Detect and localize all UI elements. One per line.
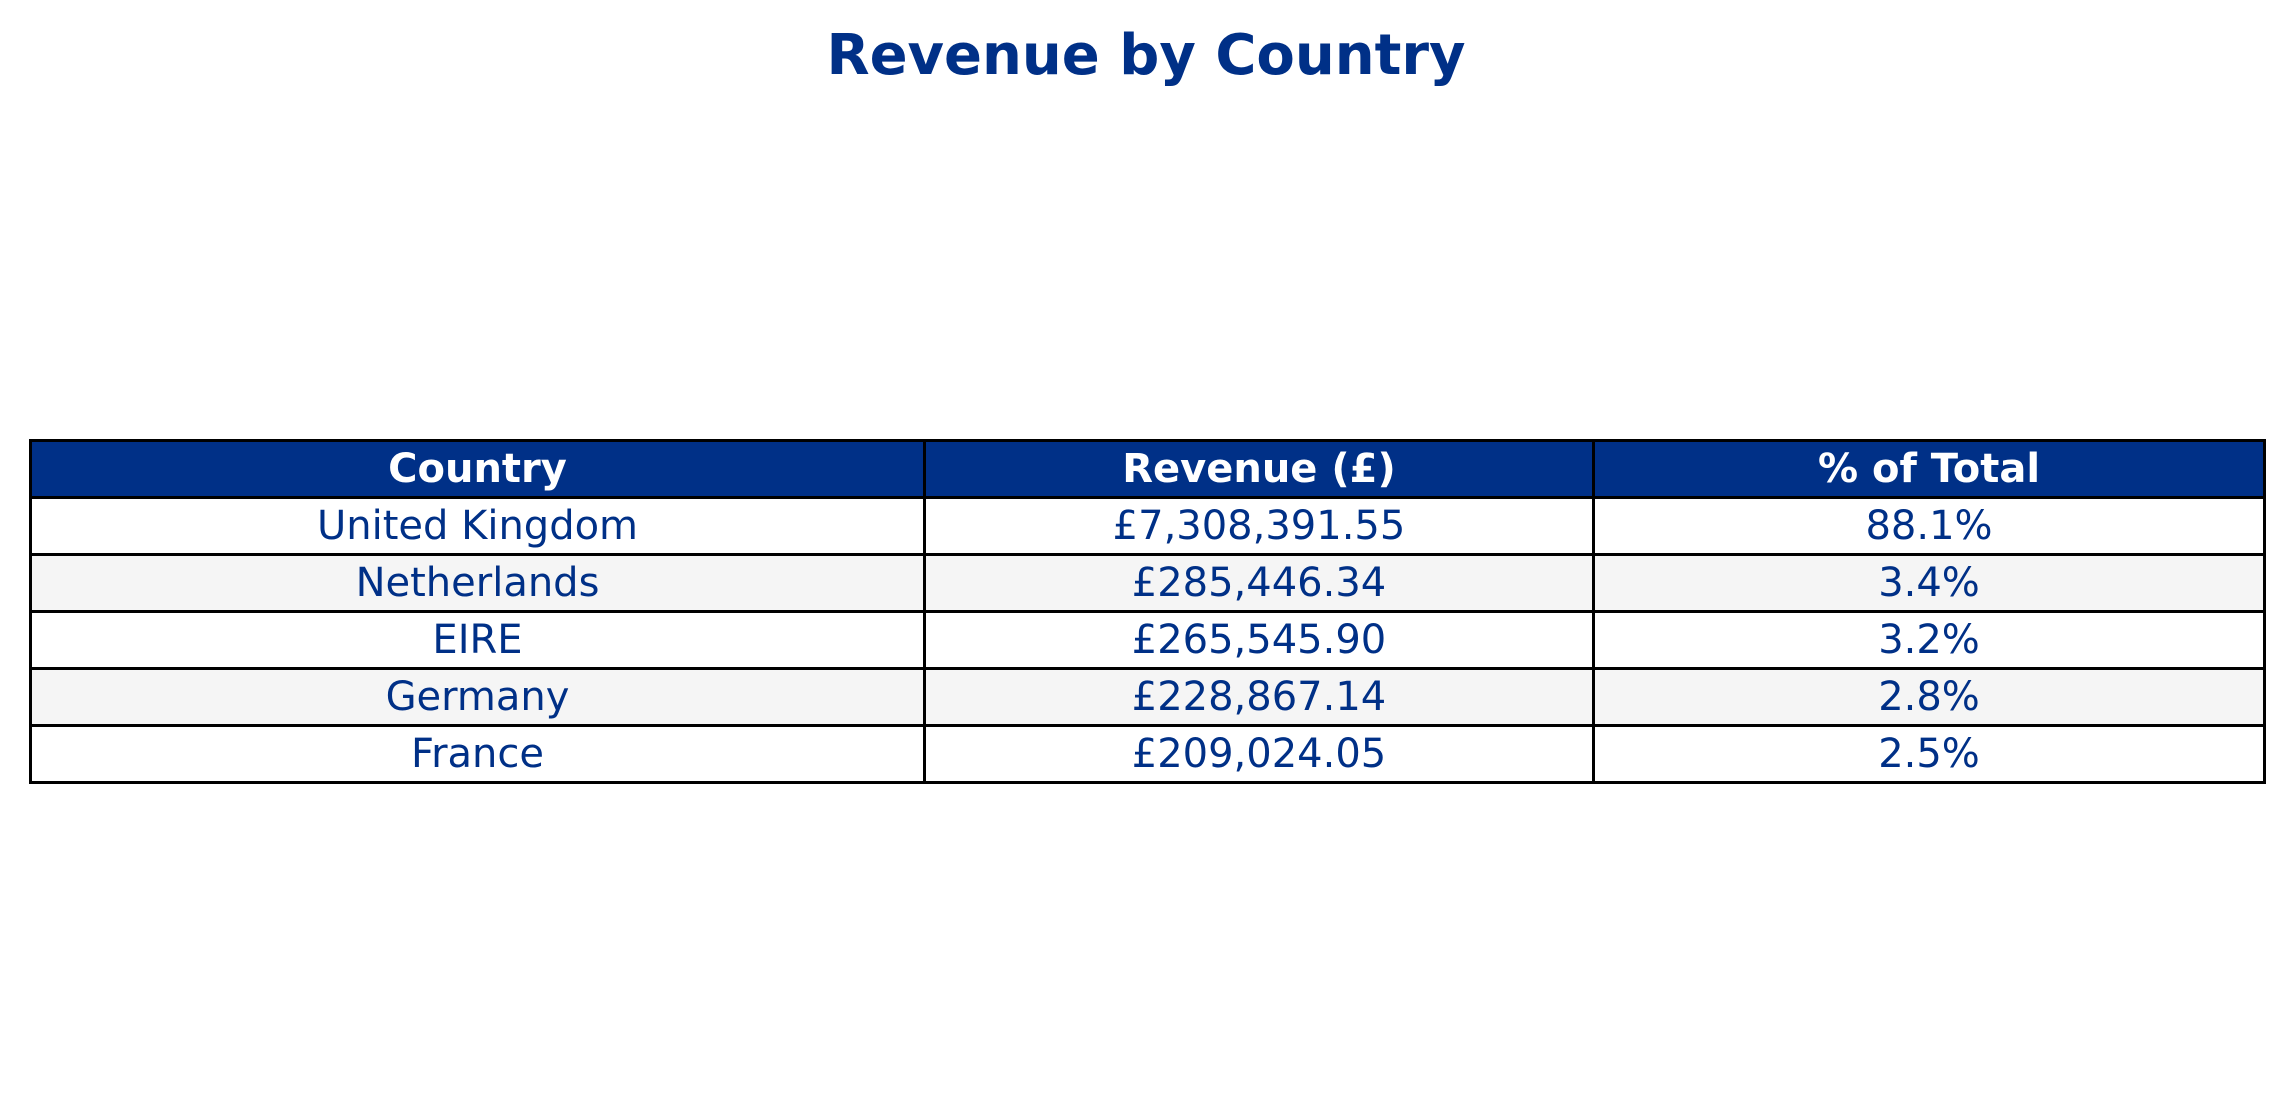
cell-percent-total: 2.8% — [1592, 667, 2266, 727]
cell-country: EIRE — [29, 610, 926, 670]
cell-revenue: £228,867.14 — [923, 667, 1595, 727]
cell-country: United Kingdom — [29, 496, 926, 556]
table-row: Germany £228,867.14 2.8% — [29, 667, 2266, 727]
cell-revenue: £209,024.05 — [923, 724, 1595, 784]
cell-revenue: £285,446.34 — [923, 553, 1595, 613]
table-header-row: Country Revenue (£) % of Total — [29, 439, 2266, 499]
chart-title: Revenue by Country — [826, 23, 1466, 88]
cell-country: Netherlands — [29, 553, 926, 613]
table-row: France £209,024.05 2.5% — [29, 724, 2266, 784]
column-header-revenue: Revenue (£) — [923, 439, 1595, 499]
column-header-percent-total: % of Total — [1592, 439, 2266, 499]
table-row: Netherlands £285,446.34 3.4% — [29, 553, 2266, 613]
column-header-country: Country — [29, 439, 926, 499]
cell-percent-total: 3.4% — [1592, 553, 2266, 613]
cell-percent-total: 3.2% — [1592, 610, 2266, 670]
cell-percent-total: 88.1% — [1592, 496, 2266, 556]
cell-percent-total: 2.5% — [1592, 724, 2266, 784]
table-row: United Kingdom £7,308,391.55 88.1% — [29, 496, 2266, 556]
cell-country: France — [29, 724, 926, 784]
cell-revenue: £7,308,391.55 — [923, 496, 1595, 556]
table-row: EIRE £265,545.90 3.2% — [29, 610, 2266, 670]
cell-revenue: £265,545.90 — [923, 610, 1595, 670]
revenue-table: Country Revenue (£) % of Total United Ki… — [29, 439, 2266, 784]
cell-country: Germany — [29, 667, 926, 727]
